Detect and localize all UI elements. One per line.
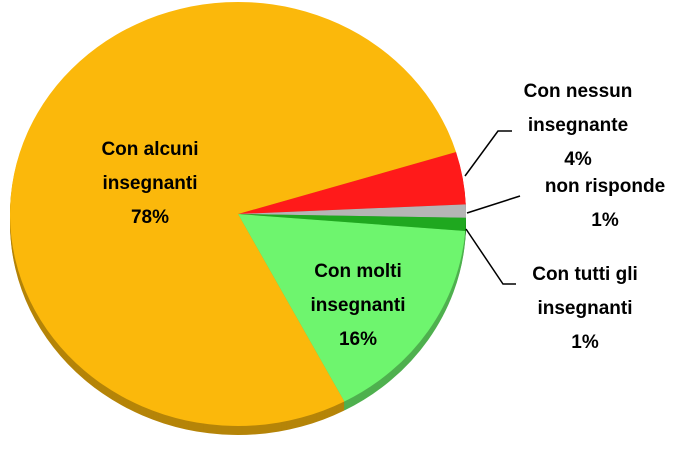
label-line: Con nessun <box>524 81 633 102</box>
slice-label: Con nessun insegnante 4% <box>524 81 633 170</box>
slice <box>9 2 457 427</box>
label-line: Con molti <box>314 261 402 282</box>
label-line: insegnanti <box>102 173 197 194</box>
slice-label: non risponde 1% <box>545 176 665 231</box>
slice <box>238 152 466 214</box>
value-label: 1% <box>571 332 599 353</box>
pie <box>9 2 466 435</box>
slice <box>238 214 466 232</box>
slice-label: Con molti insegnanti 16% <box>310 261 405 350</box>
leader-line <box>465 228 516 285</box>
value-label: 78% <box>131 207 169 228</box>
label-line: insegnante <box>528 115 628 136</box>
label-line: Con tutti gli <box>532 264 638 285</box>
label-line: insegnanti <box>310 295 405 316</box>
slice-label: Con tutti gli insegnanti 1% <box>532 264 638 353</box>
label-line: insegnanti <box>537 298 632 319</box>
value-label: 1% <box>591 210 619 231</box>
slice-label: Con alcuni insegnanti 78% <box>101 139 198 228</box>
leader-line <box>464 130 512 177</box>
label-line: non risponde <box>545 176 665 197</box>
leader-line <box>466 195 521 214</box>
value-label: 4% <box>564 149 592 170</box>
label-line: Con alcuni <box>101 139 198 160</box>
value-label: 16% <box>339 329 377 350</box>
slice <box>238 214 466 402</box>
slice <box>238 204 466 218</box>
